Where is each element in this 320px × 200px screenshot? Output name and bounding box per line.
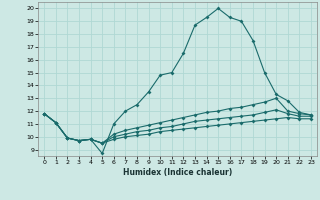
X-axis label: Humidex (Indice chaleur): Humidex (Indice chaleur) [123, 168, 232, 177]
